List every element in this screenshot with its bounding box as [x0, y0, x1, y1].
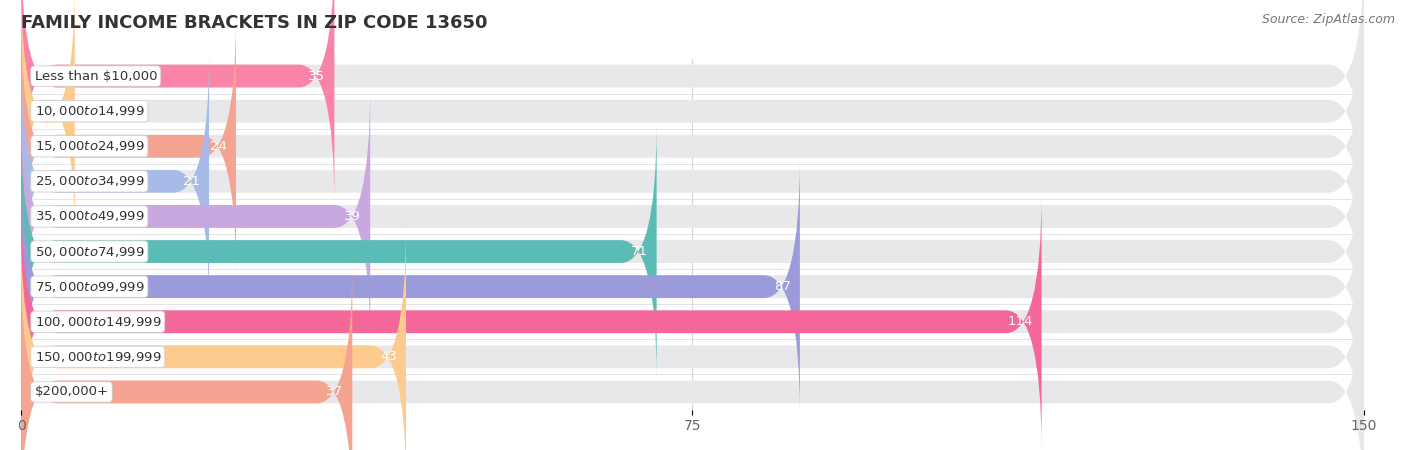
Text: 43: 43	[380, 351, 396, 363]
Text: $75,000 to $99,999: $75,000 to $99,999	[35, 279, 145, 294]
FancyBboxPatch shape	[21, 17, 1364, 275]
Text: Source: ZipAtlas.com: Source: ZipAtlas.com	[1261, 14, 1395, 27]
Text: FAMILY INCOME BRACKETS IN ZIP CODE 13650: FAMILY INCOME BRACKETS IN ZIP CODE 13650	[21, 14, 488, 32]
Text: $35,000 to $49,999: $35,000 to $49,999	[35, 209, 145, 224]
Text: 87: 87	[775, 280, 792, 293]
FancyBboxPatch shape	[21, 158, 800, 416]
FancyBboxPatch shape	[21, 193, 1364, 450]
Text: 6: 6	[89, 105, 97, 117]
FancyBboxPatch shape	[21, 87, 370, 346]
FancyBboxPatch shape	[21, 87, 1364, 346]
Text: 24: 24	[209, 140, 226, 153]
FancyBboxPatch shape	[21, 0, 1364, 240]
Text: $150,000 to $199,999: $150,000 to $199,999	[35, 350, 162, 364]
Text: Less than $10,000: Less than $10,000	[35, 70, 157, 82]
Text: 35: 35	[308, 70, 325, 82]
Text: 21: 21	[183, 175, 200, 188]
FancyBboxPatch shape	[21, 52, 209, 310]
Text: $15,000 to $24,999: $15,000 to $24,999	[35, 139, 145, 153]
FancyBboxPatch shape	[21, 0, 75, 240]
Text: $10,000 to $14,999: $10,000 to $14,999	[35, 104, 145, 118]
Text: $200,000+: $200,000+	[35, 386, 108, 398]
FancyBboxPatch shape	[21, 263, 353, 450]
Text: $50,000 to $74,999: $50,000 to $74,999	[35, 244, 145, 259]
FancyBboxPatch shape	[21, 122, 1364, 381]
Text: $100,000 to $149,999: $100,000 to $149,999	[35, 315, 162, 329]
Text: $25,000 to $34,999: $25,000 to $34,999	[35, 174, 145, 189]
FancyBboxPatch shape	[21, 228, 1364, 450]
FancyBboxPatch shape	[21, 122, 657, 381]
Text: 71: 71	[631, 245, 648, 258]
FancyBboxPatch shape	[21, 0, 1364, 205]
FancyBboxPatch shape	[21, 17, 236, 275]
Text: 39: 39	[344, 210, 361, 223]
FancyBboxPatch shape	[21, 193, 1042, 450]
FancyBboxPatch shape	[21, 158, 1364, 416]
FancyBboxPatch shape	[21, 0, 335, 205]
FancyBboxPatch shape	[21, 263, 1364, 450]
FancyBboxPatch shape	[21, 52, 1364, 310]
Text: 114: 114	[1007, 315, 1032, 328]
Text: 37: 37	[326, 386, 343, 398]
FancyBboxPatch shape	[21, 228, 406, 450]
